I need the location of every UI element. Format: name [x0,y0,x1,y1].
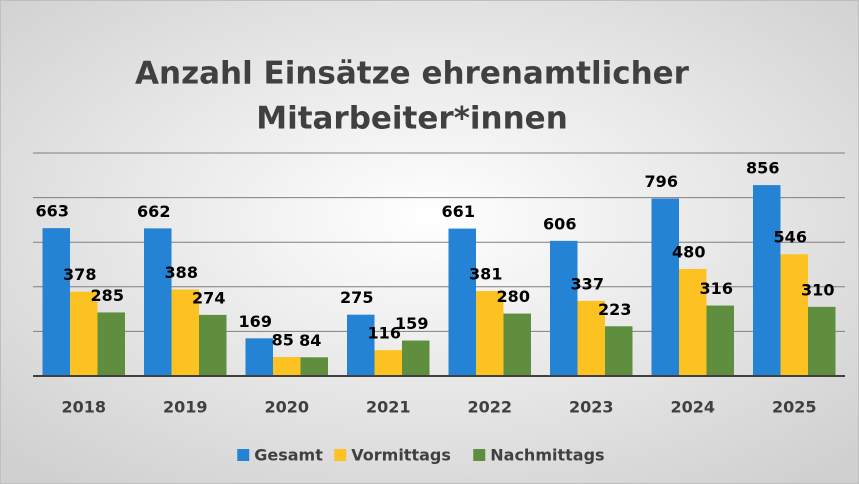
legend-swatch [237,449,250,461]
data-label: 169 [239,312,272,331]
legend-label: Nachmittags [490,446,604,465]
bar [679,268,707,376]
chart-title: Anzahl Einsätze ehrenamtlicher [135,56,690,92]
bar [402,340,430,376]
bar [347,314,375,376]
bar [605,326,633,376]
bar [374,350,402,376]
bar [448,228,476,376]
data-label: 480 [672,242,705,261]
legend-swatch [473,449,486,461]
data-label: 159 [395,314,428,333]
data-label: 223 [598,300,631,319]
bar [476,291,504,376]
x-tick-label: 2018 [61,398,106,417]
data-label: 274 [192,288,225,307]
bar [808,306,836,376]
bar [171,289,199,376]
bar [97,312,125,376]
data-label: 85 [272,331,294,350]
bar [651,198,679,376]
data-label: 796 [645,172,678,191]
bar [273,357,301,376]
legend-label: Vormittags [351,446,451,465]
data-label: 116 [368,324,401,343]
bar [300,357,328,376]
data-label: 546 [774,228,807,247]
data-label: 378 [63,265,96,284]
data-label: 84 [299,331,321,350]
bar [42,228,70,376]
bar [753,185,781,376]
data-label: 337 [571,274,604,293]
bar [550,240,578,376]
data-label: 856 [746,159,779,178]
chart-title: Mitarbeiter*innen [256,101,568,137]
bar [503,313,531,376]
bar [706,305,734,376]
x-tick-label: 2019 [163,398,208,417]
x-tick-label: 2024 [670,398,715,417]
data-label: 662 [137,202,170,221]
data-label: 285 [91,286,124,305]
bar [780,254,808,376]
data-label: 606 [543,214,576,233]
legend-label: Gesamt [254,446,323,465]
x-tick-label: 2023 [569,398,614,417]
data-label: 381 [469,265,502,284]
legend-swatch [334,449,347,461]
data-label: 316 [700,279,733,298]
data-label: 661 [442,202,475,221]
data-label: 663 [36,202,69,221]
data-label: 388 [165,263,198,282]
x-tick-label: 2020 [264,398,309,417]
bar [144,228,172,376]
data-label: 275 [340,288,373,307]
bar [199,314,227,376]
bar [70,291,98,376]
data-label: 280 [497,287,530,306]
data-label: 310 [801,280,834,299]
bar [577,300,605,376]
x-tick-label: 2025 [772,398,817,417]
x-tick-label: 2021 [366,398,411,417]
bar [245,338,273,376]
x-tick-label: 2022 [467,398,512,417]
